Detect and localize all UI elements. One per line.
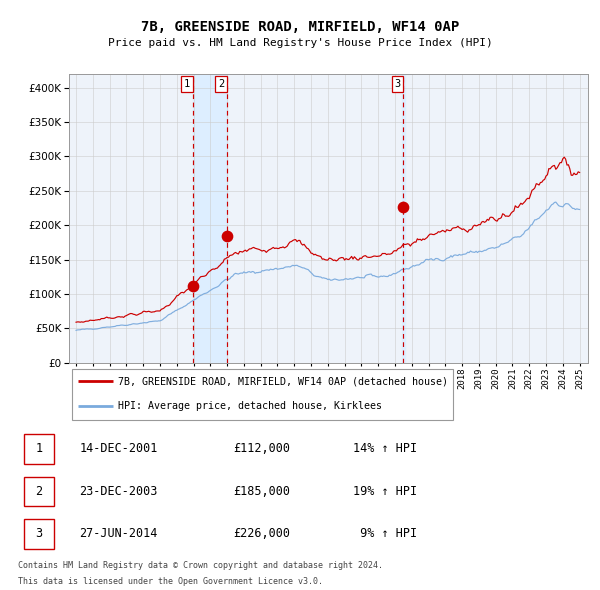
Text: 2: 2	[218, 79, 224, 89]
Text: Contains HM Land Registry data © Crown copyright and database right 2024.: Contains HM Land Registry data © Crown c…	[18, 561, 383, 570]
FancyBboxPatch shape	[71, 369, 453, 420]
Text: 7B, GREENSIDE ROAD, MIRFIELD, WF14 0AP: 7B, GREENSIDE ROAD, MIRFIELD, WF14 0AP	[141, 19, 459, 34]
Bar	[193, 74, 227, 363]
Text: 1: 1	[35, 442, 43, 455]
Text: 23-DEC-2003: 23-DEC-2003	[79, 484, 158, 498]
Text: 2: 2	[35, 484, 43, 498]
Text: Price paid vs. HM Land Registry's House Price Index (HPI): Price paid vs. HM Land Registry's House …	[107, 38, 493, 48]
Text: £185,000: £185,000	[233, 484, 290, 498]
Bar	[402, 74, 404, 363]
Bar	[23, 434, 54, 464]
Point	[398, 202, 408, 212]
Point	[222, 231, 232, 240]
Text: £226,000: £226,000	[233, 527, 290, 540]
Text: 14-DEC-2001: 14-DEC-2001	[79, 442, 158, 455]
Text: 27-JUN-2014: 27-JUN-2014	[79, 527, 158, 540]
Text: 3: 3	[35, 527, 43, 540]
Text: 3: 3	[394, 79, 400, 89]
Bar	[23, 519, 54, 549]
Text: £112,000: £112,000	[233, 442, 290, 455]
Text: 14% ↑ HPI: 14% ↑ HPI	[353, 442, 417, 455]
Text: This data is licensed under the Open Government Licence v3.0.: This data is licensed under the Open Gov…	[18, 578, 323, 586]
Text: HPI: Average price, detached house, Kirklees: HPI: Average price, detached house, Kirk…	[118, 401, 382, 411]
Text: 9% ↑ HPI: 9% ↑ HPI	[353, 527, 417, 540]
Bar	[23, 477, 54, 506]
Text: 1: 1	[184, 79, 190, 89]
Text: 19% ↑ HPI: 19% ↑ HPI	[353, 484, 417, 498]
Text: 7B, GREENSIDE ROAD, MIRFIELD, WF14 0AP (detached house): 7B, GREENSIDE ROAD, MIRFIELD, WF14 0AP (…	[118, 376, 448, 386]
Point	[188, 281, 197, 290]
